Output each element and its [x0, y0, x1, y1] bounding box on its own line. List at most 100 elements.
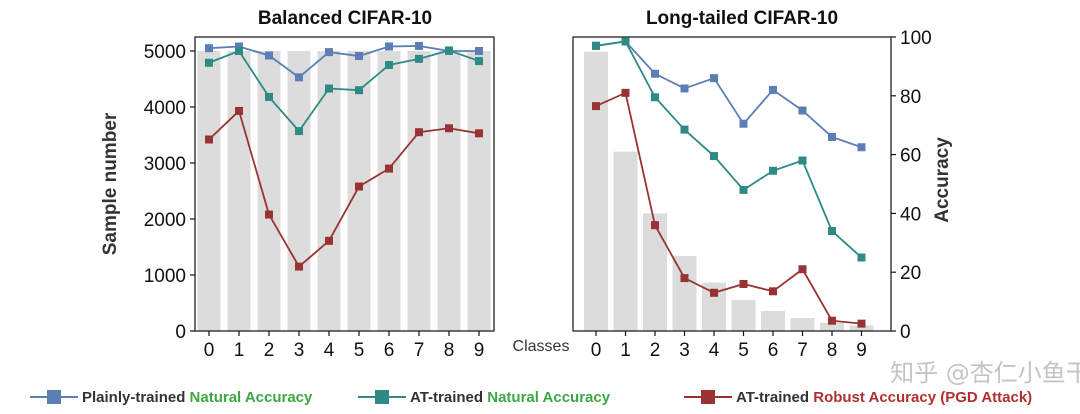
- data-point: [235, 47, 243, 55]
- data-point: [445, 124, 453, 133]
- x-tick-label: 5: [738, 340, 749, 361]
- data-point: [739, 185, 748, 194]
- series-line: [208, 49, 480, 133]
- x-tick-label: 1: [234, 340, 245, 361]
- data-point: [651, 221, 659, 230]
- legend-label: AT-trained Natural Accuracy: [410, 389, 611, 406]
- data-point: [385, 164, 393, 173]
- data-point: [325, 236, 333, 245]
- bar: [437, 51, 461, 331]
- x-tick-label: 0: [591, 340, 602, 361]
- x-tick-label: 6: [768, 340, 779, 361]
- data-point: [828, 227, 836, 236]
- data-point: [857, 143, 866, 152]
- bar: [790, 318, 815, 331]
- plot-frame: [194, 36, 495, 332]
- data-point: [415, 41, 423, 50]
- y-axis-label: Accuracy: [932, 137, 953, 223]
- data-point: [475, 47, 483, 55]
- y-tick-label: 3000: [144, 154, 186, 175]
- data-point: [828, 132, 836, 141]
- bar: [407, 51, 431, 331]
- data-point: [265, 210, 273, 219]
- bar: [347, 51, 371, 331]
- legend-marker: [375, 390, 389, 404]
- data-point: [355, 52, 363, 61]
- y-tick-label: 0: [175, 322, 186, 343]
- legend: Plainly-trained Natural Accuracy AT-train…: [30, 389, 1032, 406]
- legend-label-highlight: Robust Accuracy (PGD Attack): [813, 389, 1032, 406]
- bar: [672, 256, 697, 331]
- series-line: [208, 109, 480, 268]
- legend-label-highlight: Natural Accuracy: [190, 389, 313, 406]
- bar: [731, 300, 756, 331]
- data-point: [680, 84, 689, 93]
- y-tick-label: 60: [900, 146, 921, 167]
- data-point: [205, 58, 213, 67]
- legend-label: AT-trained Robust Accuracy (PGD Attack): [736, 389, 1032, 406]
- plot-frame: [572, 36, 892, 332]
- x-tick-label: 7: [414, 340, 425, 361]
- bar: [197, 51, 221, 331]
- x-tick-label: 8: [444, 340, 455, 361]
- data-point: [235, 106, 243, 115]
- bar: [613, 151, 638, 331]
- bar: [849, 325, 874, 331]
- data-point: [769, 85, 777, 94]
- data-point: [355, 86, 363, 95]
- watermark-text: 知乎 @杏仁小鱼干: [890, 359, 1080, 387]
- x-tick-label: 2: [264, 340, 275, 361]
- series-line: [208, 45, 479, 79]
- data-point: [445, 46, 453, 55]
- data-point: [415, 128, 423, 137]
- x-tick-label: 0: [204, 340, 215, 361]
- x-tick-label: 8: [827, 340, 838, 361]
- y-tick-label: 5000: [144, 42, 186, 63]
- bar: [377, 51, 401, 331]
- data-point: [857, 253, 866, 262]
- data-point: [680, 274, 689, 283]
- legend-marker: [47, 390, 61, 404]
- data-point: [325, 84, 333, 93]
- bar: [643, 213, 667, 331]
- data-point: [205, 44, 213, 53]
- series-line: [595, 40, 862, 149]
- data-point: [739, 279, 748, 288]
- bar: [820, 322, 844, 331]
- chart-title: Balanced CIFAR-10: [258, 8, 432, 29]
- data-point: [651, 69, 659, 78]
- data-point: [265, 51, 273, 60]
- bar: [467, 51, 491, 331]
- data-point: [592, 102, 600, 111]
- x-tick-label: 1: [620, 340, 631, 361]
- y-tick-label: 1000: [144, 266, 186, 287]
- x-tick-label: 5: [354, 340, 365, 361]
- bar: [287, 51, 311, 331]
- data-point: [710, 74, 718, 83]
- legend-label-prefix: AT-trained: [736, 389, 813, 406]
- data-point: [355, 182, 363, 191]
- legend-label-prefix: AT-trained: [410, 389, 487, 406]
- x-tick-label: 6: [384, 340, 395, 361]
- data-point: [798, 156, 807, 165]
- x-tick-label: 9: [474, 340, 485, 361]
- data-point: [857, 319, 866, 328]
- legend-label: Plainly-trained Natural Accuracy: [82, 389, 313, 406]
- data-point: [769, 166, 777, 175]
- x-tick-label: 3: [294, 340, 305, 361]
- data-point: [710, 288, 718, 297]
- data-point: [798, 106, 807, 115]
- data-point: [828, 316, 836, 325]
- data-point: [265, 92, 273, 101]
- x-tick-label: 2: [650, 340, 661, 361]
- data-point: [325, 48, 333, 57]
- y-tick-label: 0: [900, 322, 911, 343]
- y-tick-label: 80: [900, 87, 921, 108]
- y-tick-label: 40: [900, 204, 921, 225]
- y-tick-label: 20: [900, 263, 921, 284]
- series-line: [595, 40, 863, 259]
- data-point: [651, 93, 659, 102]
- legend-label-highlight: Natural Accuracy: [487, 389, 610, 406]
- data-point: [475, 57, 483, 66]
